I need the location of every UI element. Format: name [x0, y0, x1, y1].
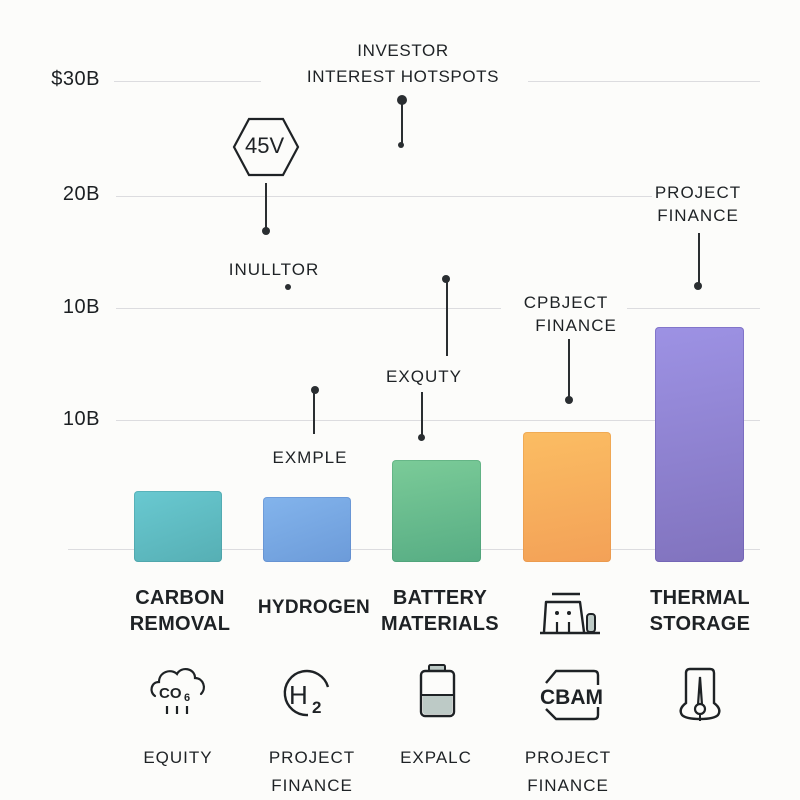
bar-battery-materials[interactable] — [392, 460, 481, 562]
annotation-exmple-line — [313, 392, 315, 434]
bar-carbon-removal[interactable] — [134, 491, 222, 562]
annotation-cproject-line — [568, 339, 570, 399]
chart-title-line1: INVESTOR — [357, 41, 449, 60]
annotation-exquty-line-bottom — [421, 392, 423, 436]
annotation-project-line — [698, 233, 700, 285]
y-tick-10b-lower: 10B — [62, 408, 100, 430]
chart-title-line2: INTEREST HOTSPOTS — [306, 67, 500, 86]
gridline-30b-left — [114, 81, 261, 82]
annotation-project-dot — [694, 282, 702, 290]
annotation-project-line1: PROJECT — [654, 183, 742, 202]
badge-45v-label: 45V — [245, 133, 285, 158]
financing-cbam-line1: PROJECT — [524, 748, 612, 767]
gridline-20b — [116, 196, 652, 197]
title-connector-line — [401, 100, 403, 144]
annotation-exmple: EXMPLE — [272, 448, 348, 467]
battery-icon — [419, 664, 456, 718]
category-thermal-line2: STORAGE — [649, 613, 751, 635]
financing-label-battery-materials: EXPALC — [400, 748, 472, 767]
category-battery-line2: MATERIALS — [381, 613, 499, 635]
gridline-10b-upper-left — [116, 308, 501, 309]
svg-text:CO: CO — [159, 685, 182, 702]
category-label-hydrogen: HYDROGEN — [252, 595, 376, 621]
annotation-project-finance: PROJECT FINANCE — [648, 181, 748, 227]
annotation-cproject-line2: FINANCE — [535, 316, 617, 335]
annotation-exmple-dot — [311, 386, 319, 394]
annotation-exquty-line-top — [446, 282, 448, 356]
bar-thermal-storage[interactable] — [655, 327, 744, 562]
factory-icon — [540, 592, 600, 635]
svg-text:2: 2 — [312, 698, 321, 717]
y-tick-20b: 20B — [62, 183, 100, 205]
annotation-exquty-dot-bottom — [418, 434, 425, 441]
financing-label-hydrogen: PROJECT FINANCE — [258, 744, 366, 800]
financing-cbam-line2: FINANCE — [527, 776, 609, 795]
y-tick-30b: $30B — [51, 68, 100, 90]
bar-cbam[interactable] — [523, 432, 611, 562]
h2-icon: H 2 — [283, 669, 330, 717]
financing-hydrogen-line2: FINANCE — [271, 776, 353, 795]
title-connector-dot-bottom — [398, 142, 404, 148]
category-label-carbon-removal: CARBON REMOVAL — [118, 585, 242, 637]
cbam-icon: CBAM — [540, 669, 603, 721]
annotation-cproject-line1: CPBJECT — [523, 293, 609, 312]
category-battery-line1: BATTERY — [392, 587, 488, 609]
financing-label-cbam: PROJECT FINANCE — [514, 744, 622, 800]
category-carbon-line2: REMOVAL — [129, 613, 231, 635]
bar-hydrogen[interactable] — [263, 497, 351, 562]
financing-hydrogen-line1: PROJECT — [268, 748, 356, 767]
financing-label-carbon-removal: EQUITY — [143, 748, 213, 767]
badge-connector-line — [265, 183, 267, 229]
co2-cloud-icon: CO 6 — [150, 668, 205, 714]
annotation-exquty: EXQUTY — [386, 367, 462, 386]
hexagon-45v-badge-icon — [232, 117, 300, 177]
thermometer-icon — [679, 667, 721, 721]
category-hydrogen-line1: HYDROGEN — [257, 597, 371, 618]
annotation-inulltor: INULLTOR — [228, 260, 320, 279]
gridline-10b-lower — [116, 420, 760, 421]
category-thermal-line1: THERMAL — [650, 587, 750, 609]
gridline-30b-right — [528, 81, 760, 82]
annotation-cproject-dot — [565, 396, 573, 404]
chart-title: INVESTOR INTEREST HOTSPOTS — [300, 38, 506, 90]
svg-text:H: H — [289, 680, 308, 710]
annotation-exquty-dot-top — [442, 275, 450, 283]
category-label-thermal-storage: THERMAL STORAGE — [638, 585, 762, 637]
svg-text:CBAM: CBAM — [540, 686, 603, 709]
annotation-inulltor-dot — [285, 284, 291, 290]
svg-text:6: 6 — [184, 692, 190, 704]
y-tick-10b-upper: 10B — [62, 296, 100, 318]
category-label-battery-materials: BATTERY MATERIALS — [373, 585, 507, 637]
badge-connector-dot — [262, 227, 270, 235]
category-carbon-line1: CARBON — [135, 587, 225, 609]
gridline-10b-upper-right — [627, 308, 760, 309]
annotation-project-line2: FINANCE — [657, 206, 739, 225]
annotation-cproject-finance: CPBJECT FINANCE — [508, 291, 624, 337]
